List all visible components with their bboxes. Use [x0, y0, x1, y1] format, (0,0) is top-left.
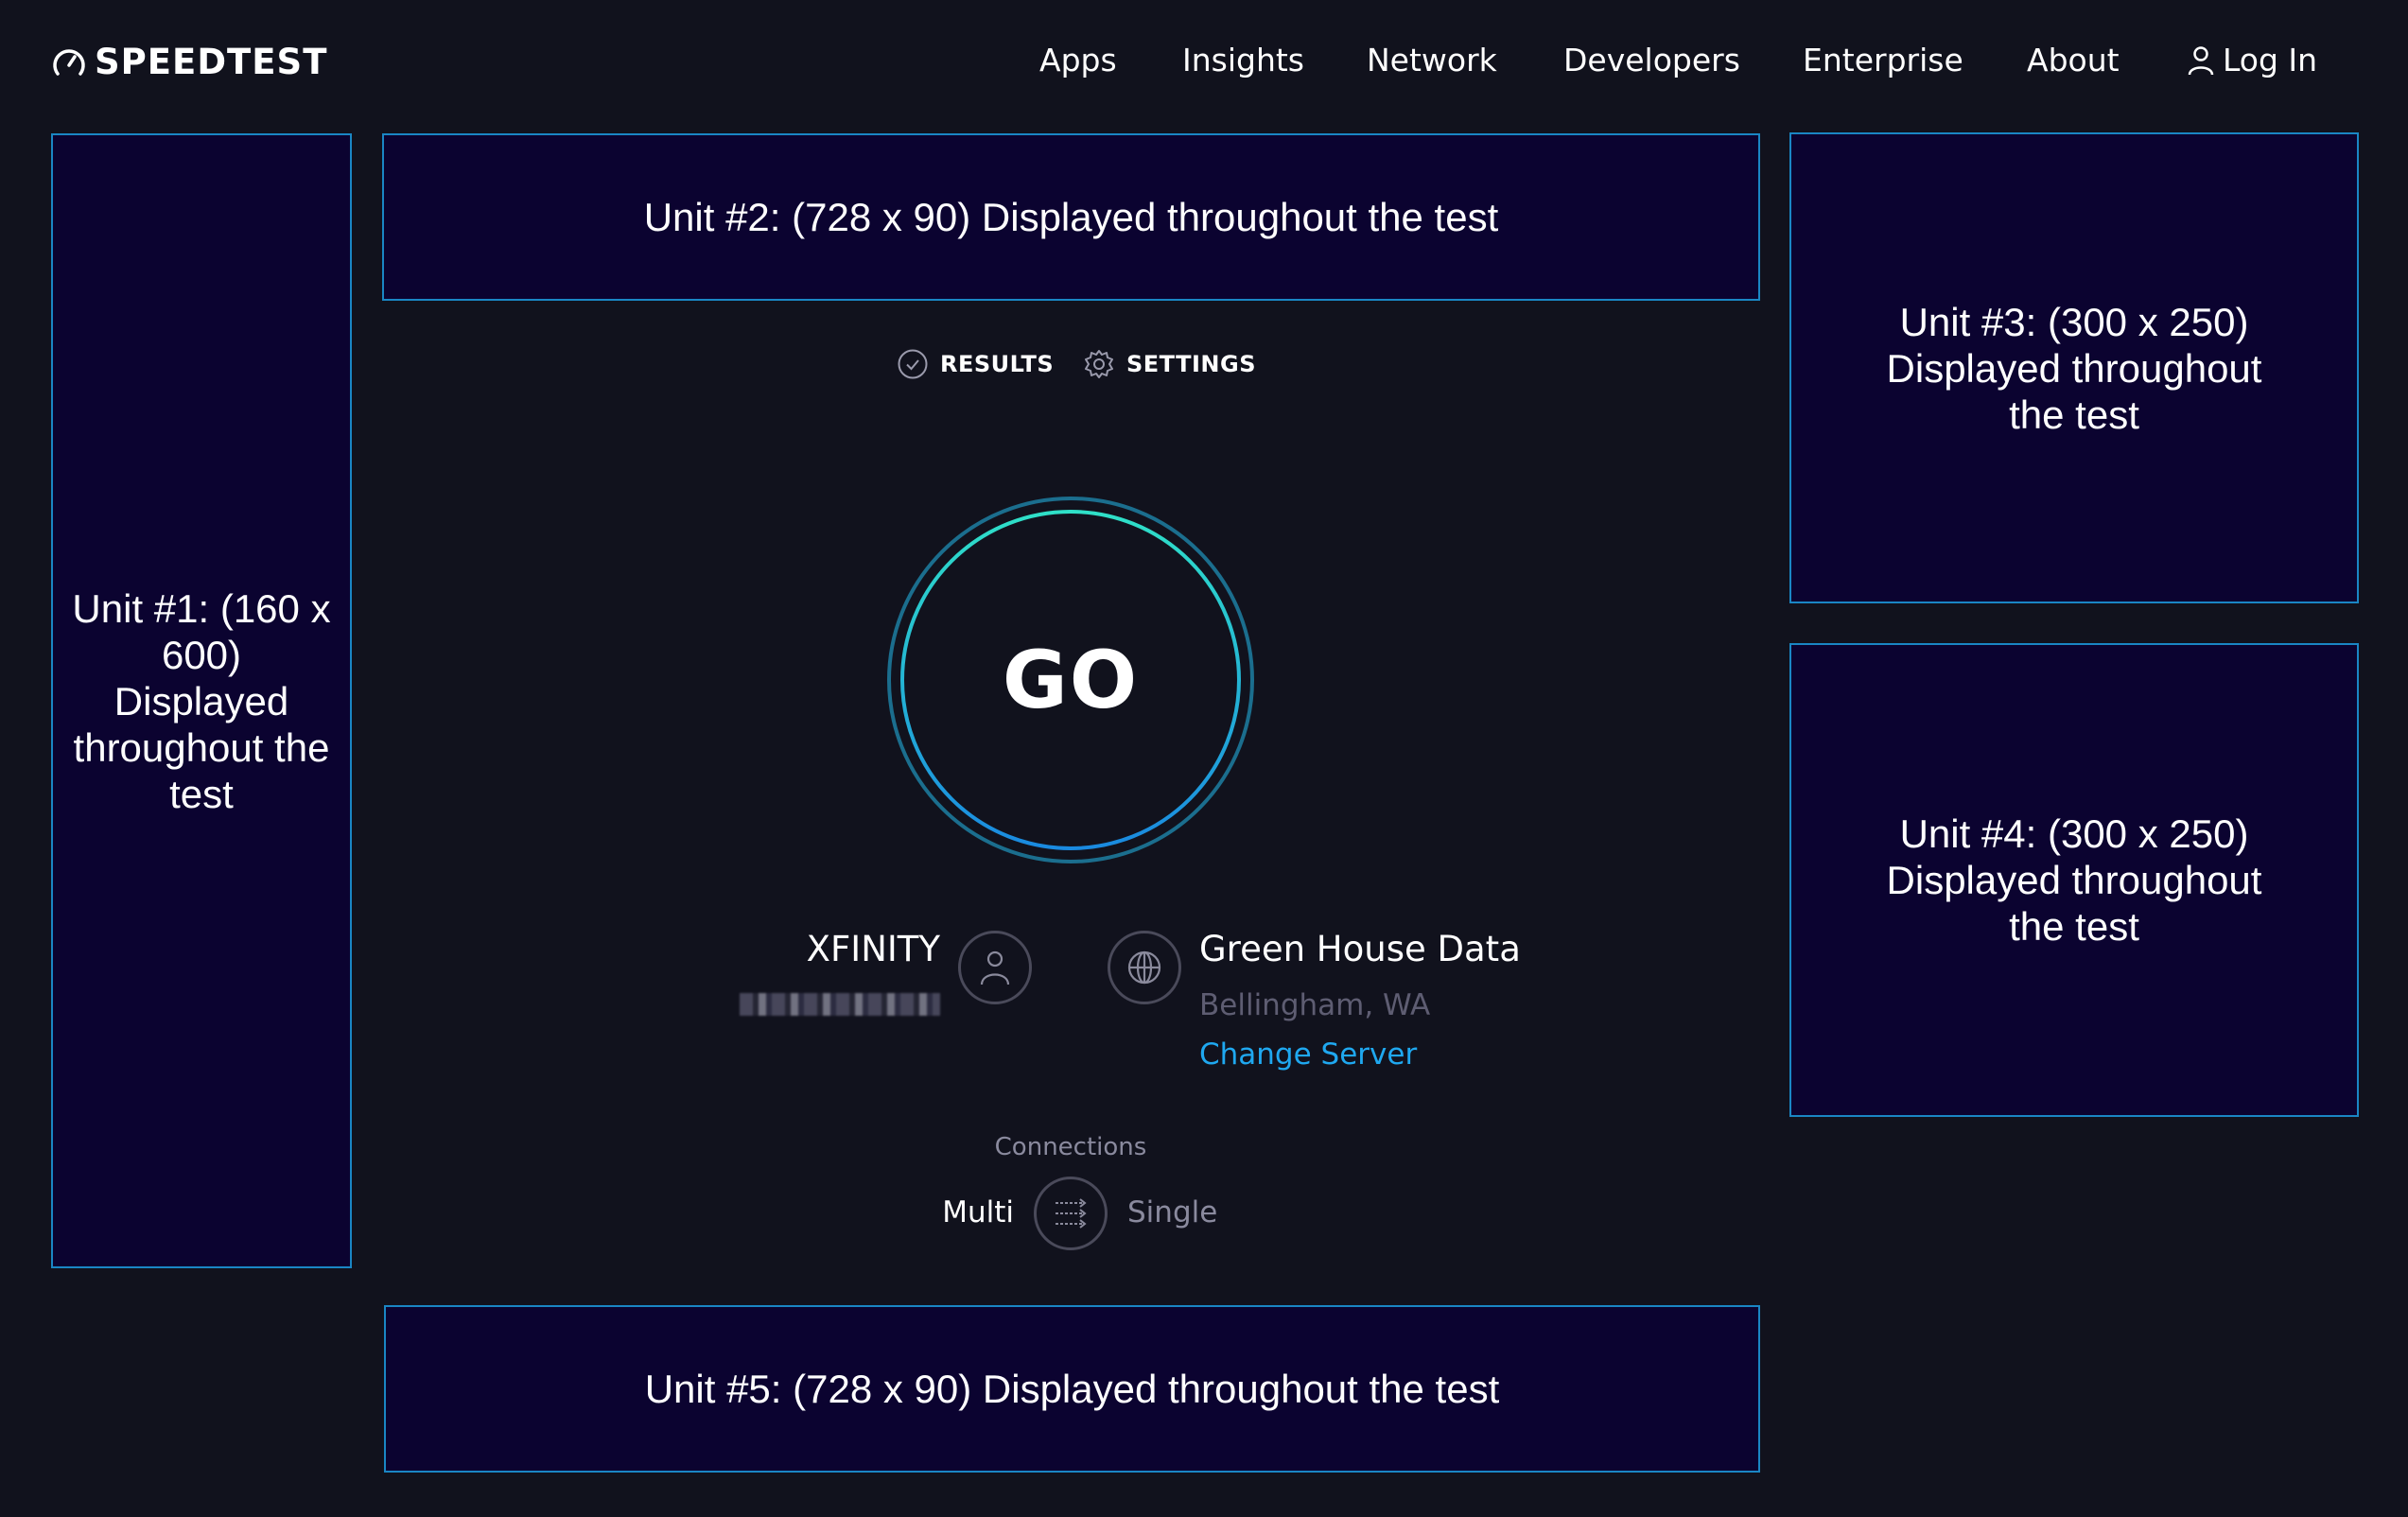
nav-developers[interactable]: Developers: [1563, 42, 1740, 78]
logo-text: SPEEDTEST: [95, 42, 328, 82]
connections-multi[interactable]: Multi: [942, 1195, 1014, 1229]
connections-toggle[interactable]: [1034, 1177, 1108, 1250]
login-label: Log In: [2223, 42, 2318, 78]
ad-unit-3[interactable]: Unit #3: (300 x 250) Displayed throughou…: [1789, 132, 2359, 603]
tab-results[interactable]: RESULTS: [897, 348, 1054, 380]
check-circle-icon: [898, 349, 928, 379]
nav-enterprise[interactable]: Enterprise: [1803, 42, 1963, 78]
provider-button[interactable]: [958, 931, 1032, 1004]
change-server-link[interactable]: Change Server: [1199, 1037, 1418, 1072]
ad-unit-5[interactable]: Unit #5: (728 x 90) Displayed throughout…: [384, 1305, 1760, 1473]
connections-label: Connections: [994, 1133, 1147, 1161]
tab-settings-label: SETTINGS: [1126, 351, 1256, 377]
gear-icon: [1085, 350, 1113, 378]
ad-unit-1[interactable]: Unit #1: (160 x 600) Displayed throughou…: [51, 133, 352, 1268]
tab-settings[interactable]: SETTINGS: [1083, 348, 1256, 380]
nav-apps[interactable]: Apps: [1039, 42, 1117, 78]
redacted-ip: [740, 993, 940, 1016]
server-location: Bellingham, WA: [1199, 988, 1431, 1022]
ad-unit-4[interactable]: Unit #4: (300 x 250) Displayed throughou…: [1789, 643, 2359, 1117]
connections-single[interactable]: Single: [1127, 1195, 1218, 1229]
speedometer-icon: [53, 48, 85, 76]
ad-unit-2[interactable]: Unit #2: (728 x 90) Displayed throughout…: [382, 133, 1760, 301]
go-button[interactable]: GO: [886, 496, 1255, 864]
nav-insights[interactable]: Insights: [1182, 42, 1305, 78]
speedtest-logo[interactable]: SPEEDTEST: [51, 42, 327, 82]
user-icon: [2188, 45, 2214, 75]
nav-network[interactable]: Network: [1367, 42, 1497, 78]
tab-results-label: RESULTS: [940, 351, 1055, 377]
nav-about[interactable]: About: [2027, 42, 2120, 78]
provider-name: XFINITY: [806, 929, 940, 969]
server-name: Green House Data: [1199, 929, 1521, 969]
go-label: GO: [1002, 634, 1140, 726]
multi-arrows-icon: [1056, 1198, 1087, 1229]
globe-icon: [1127, 950, 1161, 985]
login-link[interactable]: Log In: [2187, 42, 2317, 78]
server-button[interactable]: [1108, 931, 1181, 1004]
go-ring: [887, 497, 1254, 863]
user-icon: [980, 950, 1010, 985]
